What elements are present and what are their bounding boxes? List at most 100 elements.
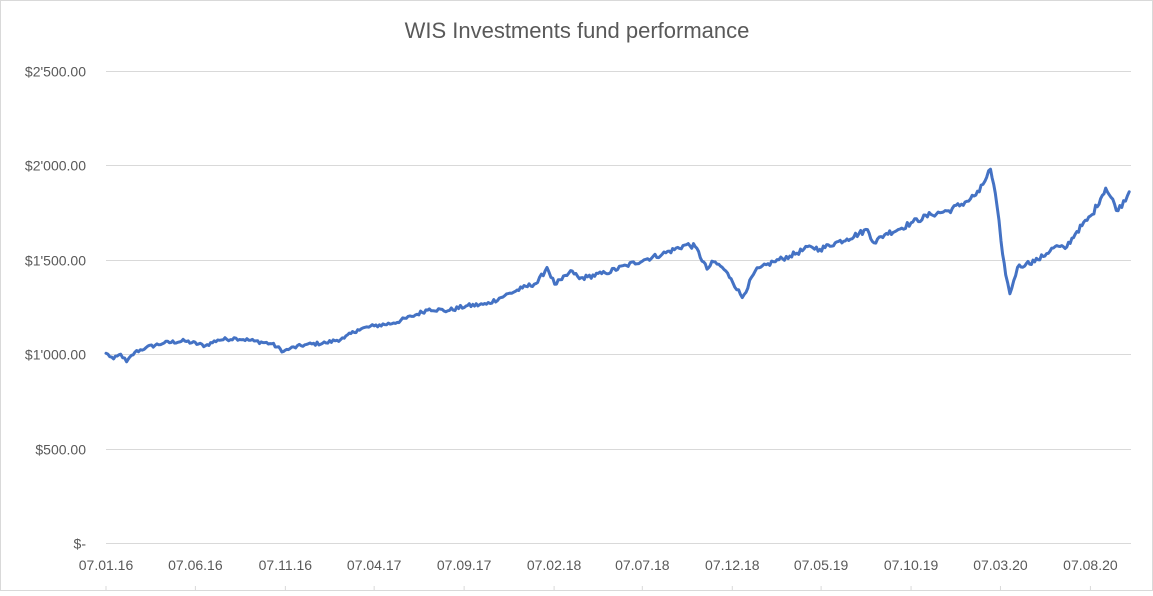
x-tick-label: 07.08.20 xyxy=(1063,557,1118,573)
data-point xyxy=(586,275,589,278)
y-tick-label: $1'500.00 xyxy=(25,253,86,269)
data-point xyxy=(571,270,574,273)
data-point xyxy=(546,266,549,269)
data-point xyxy=(428,307,431,310)
data-point xyxy=(995,204,998,207)
data-point xyxy=(464,305,467,308)
x-tick-label: 07.11.16 xyxy=(259,557,313,573)
series-layer xyxy=(104,167,1131,364)
data-point xyxy=(788,255,791,258)
data-point xyxy=(289,347,292,350)
data-point xyxy=(818,248,821,251)
data-point xyxy=(730,277,733,280)
data-point xyxy=(1004,273,1007,276)
x-tick-label: 07.04.17 xyxy=(347,557,402,573)
data-point xyxy=(1091,213,1094,216)
chart-title: WIS Investments fund performance xyxy=(405,18,750,43)
data-point xyxy=(183,340,186,343)
data-point xyxy=(125,360,128,363)
data-point xyxy=(235,337,238,340)
data-point xyxy=(721,266,724,269)
x-tick-label: 07.07.18 xyxy=(615,557,670,573)
x-tick-label: 07.05.19 xyxy=(794,557,849,573)
data-point xyxy=(282,350,285,353)
gridlines xyxy=(106,71,1131,544)
data-point xyxy=(834,241,837,244)
x-tick-label: 07.09.17 xyxy=(437,557,492,573)
data-point xyxy=(911,221,914,224)
data-point xyxy=(1037,258,1040,261)
data-point xyxy=(133,351,136,354)
data-point xyxy=(1008,292,1011,295)
data-point xyxy=(1016,266,1019,269)
data-point xyxy=(947,209,950,212)
data-point xyxy=(536,281,539,284)
data-point xyxy=(661,253,664,256)
y-tick-label: $1'000.00 xyxy=(25,347,86,363)
data-point xyxy=(866,228,869,231)
data-point xyxy=(1025,262,1028,265)
y-tick-label: $- xyxy=(74,536,87,552)
data-point xyxy=(145,346,148,349)
data-point xyxy=(270,342,273,345)
data-point xyxy=(392,322,395,325)
data-point xyxy=(204,344,207,347)
data-point xyxy=(1064,247,1067,250)
data-point xyxy=(578,277,581,280)
data-point xyxy=(303,343,306,346)
y-tick-label: $2'500.00 xyxy=(25,64,86,80)
data-point xyxy=(356,328,359,331)
x-tick-label: 07.03.20 xyxy=(973,557,1028,573)
data-point xyxy=(873,241,876,244)
data-point xyxy=(1104,187,1107,190)
x-axis-tick-labels: 07.01.16 07.06.16 07.11.16 07.04.17 07.09.17… xyxy=(79,557,1118,591)
data-point xyxy=(685,243,688,246)
data-point xyxy=(1054,245,1057,248)
data-point xyxy=(1000,239,1003,242)
data-point xyxy=(965,200,968,203)
data-point xyxy=(930,213,933,216)
data-point xyxy=(253,340,256,343)
y-tick-label: $500.00 xyxy=(35,442,86,458)
data-point xyxy=(712,260,715,263)
data-point xyxy=(754,270,757,273)
data-point xyxy=(216,339,219,342)
y-tick-label: $2'000.00 xyxy=(25,158,86,174)
data-point xyxy=(694,245,697,248)
data-point xyxy=(119,353,122,356)
data-point xyxy=(643,258,646,261)
data-point xyxy=(1128,190,1131,193)
y-axis-tick-labels: $- $500.00 $1'000.00 $1'500.00 $2'000.00 $2'5… xyxy=(25,64,86,552)
x-tick-label: 07.01.16 xyxy=(79,557,134,573)
data-point xyxy=(112,357,115,360)
data-point xyxy=(772,260,775,263)
data-point xyxy=(741,296,744,299)
data-point xyxy=(373,324,376,327)
data-point xyxy=(521,287,524,290)
data-point xyxy=(163,341,166,344)
data-point xyxy=(978,190,981,193)
data-point xyxy=(446,309,449,312)
data-point xyxy=(989,168,992,171)
data-point xyxy=(560,278,563,281)
x-tick-label: 07.10.19 xyxy=(884,557,939,573)
x-tick-label: 07.06.16 xyxy=(168,557,223,573)
data-point xyxy=(105,352,108,355)
data-point xyxy=(503,294,506,297)
data-point xyxy=(1117,209,1120,212)
series-line xyxy=(104,167,1131,364)
data-point xyxy=(810,245,813,248)
data-point xyxy=(604,272,607,275)
data-point xyxy=(885,232,888,235)
x-tick-label: 07.02.18 xyxy=(527,557,582,573)
data-point xyxy=(485,303,488,306)
data-point xyxy=(343,337,346,340)
data-point xyxy=(553,283,556,286)
data-point xyxy=(1075,230,1078,233)
data-point xyxy=(410,315,413,318)
data-point xyxy=(897,228,900,231)
data-point xyxy=(625,264,628,267)
